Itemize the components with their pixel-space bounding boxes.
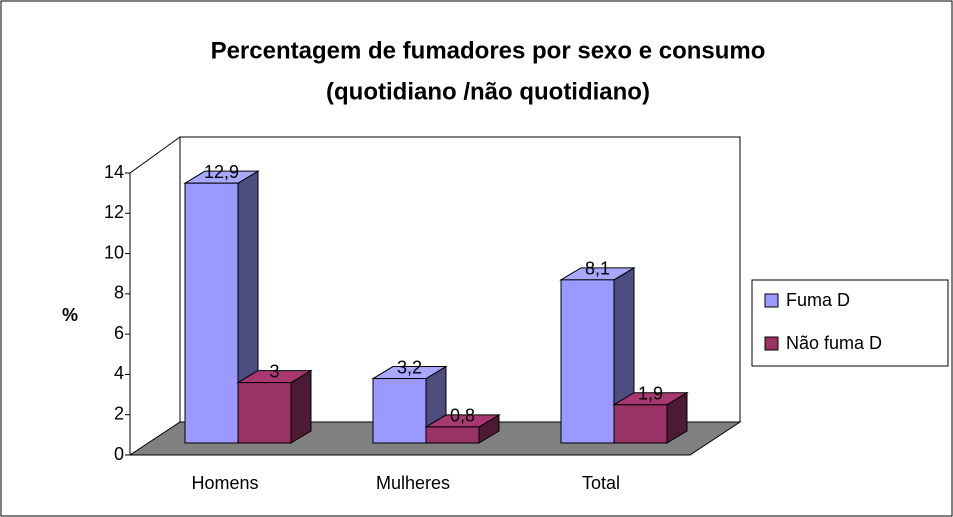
y-tick-label: 2 xyxy=(114,403,124,423)
y-tick-label: 6 xyxy=(114,323,124,343)
legend-swatch xyxy=(764,293,779,308)
bar xyxy=(237,382,292,444)
chart-title: Percentagem de fumadores por sexo e cons… xyxy=(211,37,766,64)
bar xyxy=(372,378,427,444)
legend-label: Não fuma D xyxy=(786,333,882,353)
data-label: 8,1 xyxy=(585,259,610,279)
y-tick-label: 12 xyxy=(104,202,124,222)
data-label: 1,9 xyxy=(638,383,663,403)
y-tick-label: 8 xyxy=(114,283,124,303)
y-axis-label: % xyxy=(62,305,78,325)
data-label: 0,8 xyxy=(450,406,475,426)
bar-side xyxy=(290,369,312,444)
y-tick-label: 0 xyxy=(114,444,124,464)
bar xyxy=(184,182,239,444)
bar xyxy=(560,279,615,444)
bar xyxy=(425,426,480,444)
data-label: 3,2 xyxy=(397,357,422,377)
back-wall xyxy=(179,136,741,422)
bar xyxy=(613,404,668,444)
x-tick-label: Mulheres xyxy=(376,473,450,493)
legend-swatch xyxy=(764,336,779,351)
legend xyxy=(751,279,949,367)
x-tick-label: Homens xyxy=(191,473,258,493)
y-tick-label: 14 xyxy=(104,162,124,182)
data-label: 3 xyxy=(269,361,279,381)
y-tick-label: 10 xyxy=(104,242,124,262)
y-tick-label: 4 xyxy=(114,363,124,383)
chart-title: (quotidiano /não quotidiano) xyxy=(326,78,650,105)
x-tick-label: Total xyxy=(582,473,620,493)
legend-label: Fuma D xyxy=(786,290,850,310)
data-label: 12,9 xyxy=(204,162,239,182)
